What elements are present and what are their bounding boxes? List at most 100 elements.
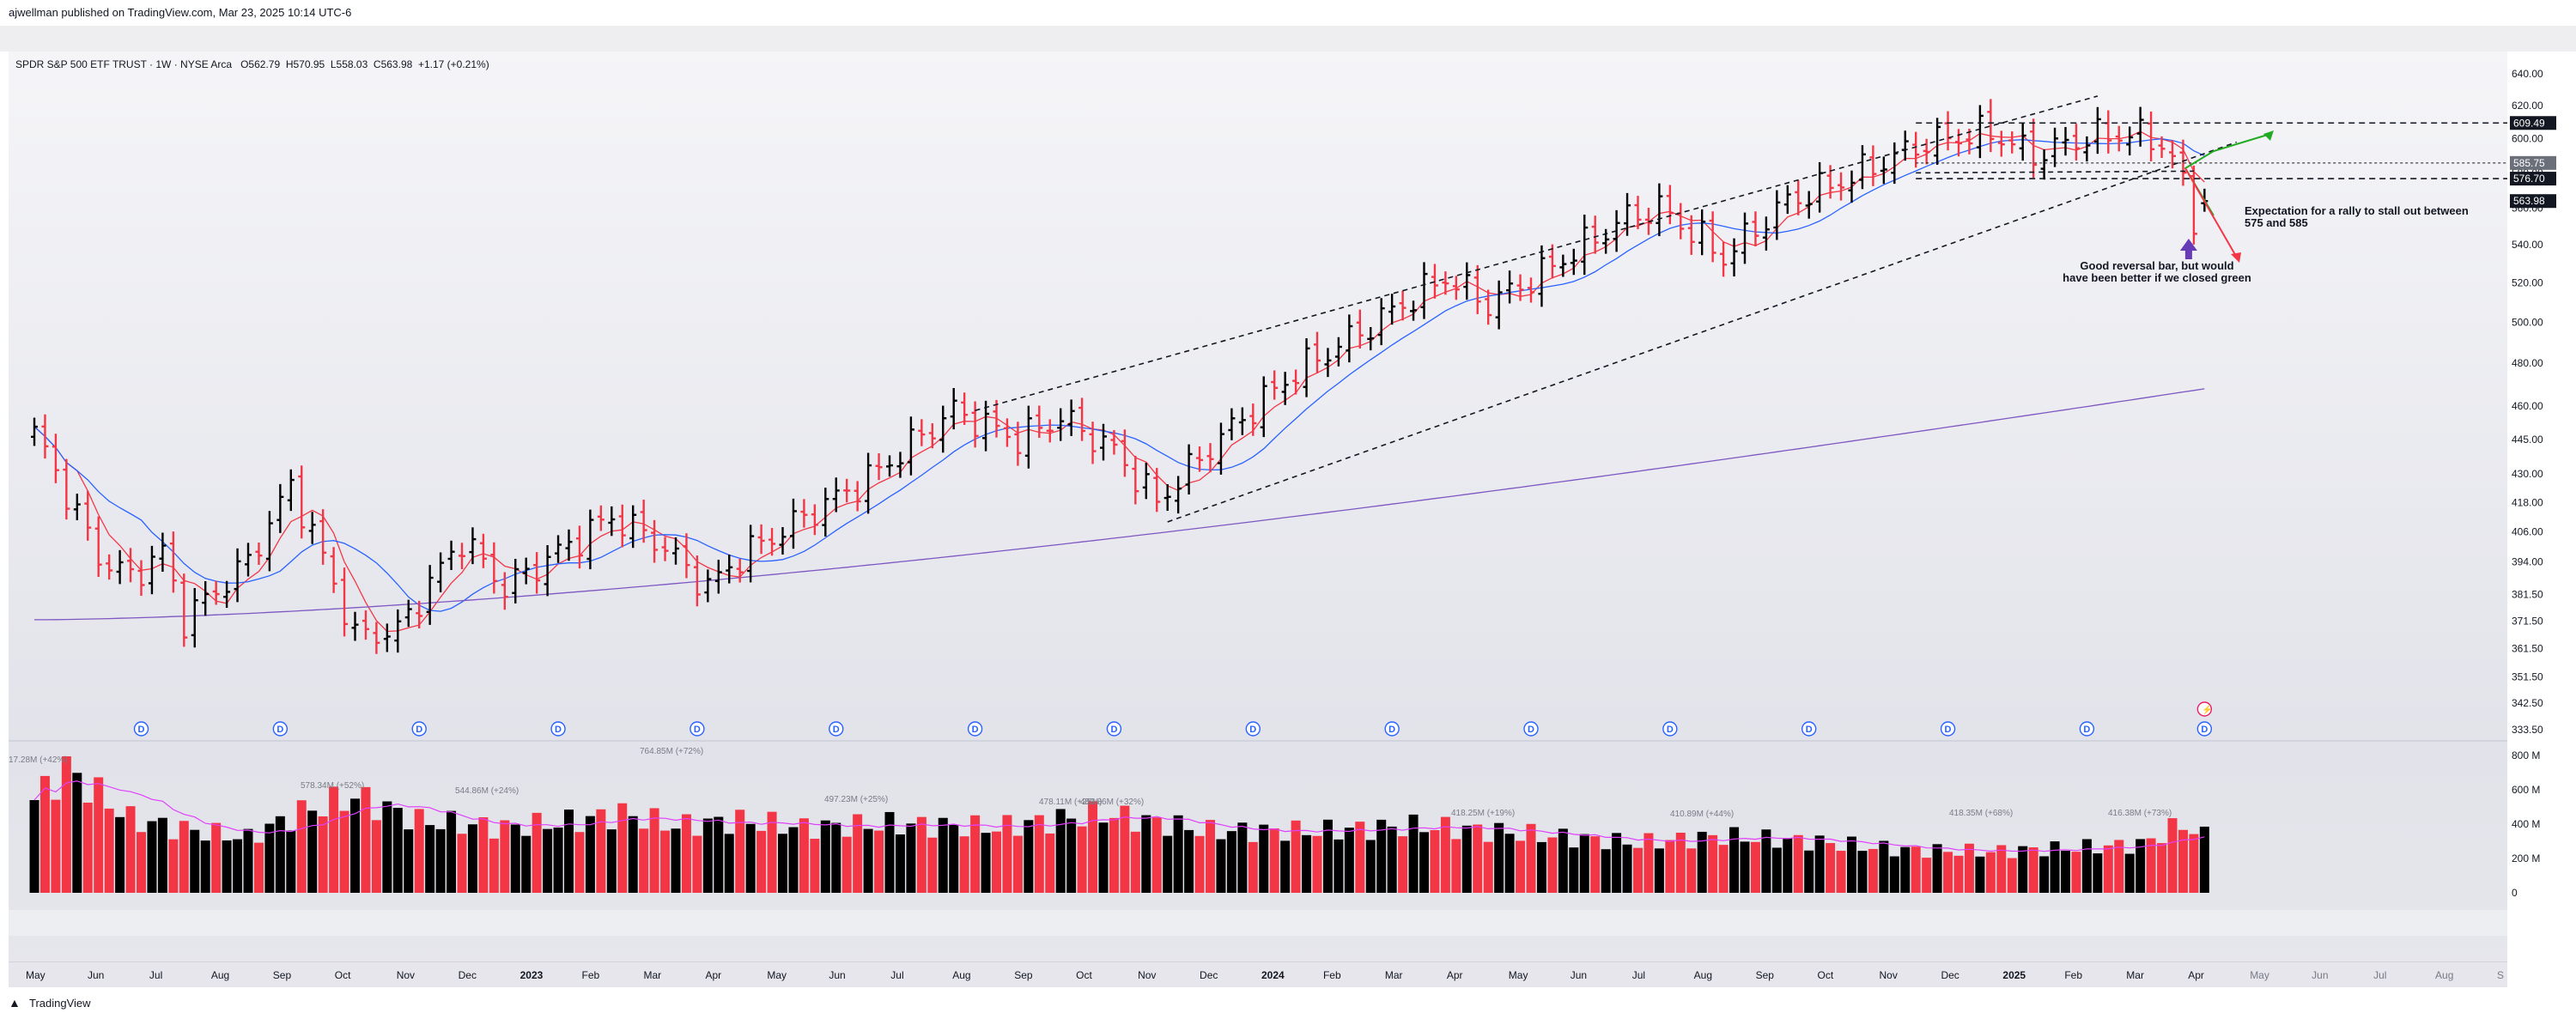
- volume-bar: [414, 809, 424, 893]
- price-badge: [2510, 194, 2556, 209]
- dividend-marker-label: D: [2083, 725, 2090, 735]
- ohlc-bar: [73, 494, 81, 521]
- volume-bar: [1686, 848, 1697, 893]
- ohlc-bar: [693, 555, 701, 607]
- volume-bar: [1066, 818, 1077, 893]
- price-badge: [2510, 155, 2556, 170]
- chart-area[interactable]: [9, 52, 2507, 987]
- time-axis-label: 2023: [520, 969, 544, 981]
- volume-peak-label: 489.86M (+32%): [1080, 798, 1144, 807]
- ohlc-bar: [1783, 185, 1791, 215]
- split-marker-icon: [2196, 701, 2213, 717]
- volume-bar: [286, 830, 296, 893]
- volume-peak-label: 544.86M (+24%): [455, 786, 519, 796]
- ohlc-bar: [1923, 138, 1930, 165]
- volume-peak-label: 410.89M (+44%): [1670, 810, 1734, 819]
- volume-bar: [51, 799, 61, 893]
- split-marker-glyph: ⚡: [2202, 704, 2212, 715]
- price-axis-tick-label: 460.00: [2512, 400, 2543, 412]
- ohlc-bar: [245, 543, 252, 577]
- volume-bar: [1151, 817, 1162, 893]
- volume-bar: [1504, 834, 1515, 893]
- ohlc-bar: [907, 416, 914, 476]
- volume-peak-label: 497.23M (+25%): [824, 795, 888, 804]
- published-line: ajwellman published on TradingView.com, …: [9, 6, 352, 19]
- time-axis-label: Dec: [1941, 969, 1959, 981]
- volume-bar: [981, 833, 991, 893]
- ohlc-bar: [928, 423, 936, 449]
- volume-bar: [1130, 831, 1140, 893]
- ohlc-bar: [1955, 129, 1962, 157]
- ohlc-bar: [1003, 418, 1011, 447]
- volume-bar: [1750, 841, 1760, 893]
- ohlc-bar: [319, 509, 327, 565]
- price-axis-tick-label: 480.00: [2512, 357, 2543, 369]
- ohlc-bar: [1110, 430, 1118, 455]
- volume-bar: [1291, 820, 1301, 893]
- footer-brand: TradingView: [29, 997, 91, 1010]
- volume-bar: [906, 823, 916, 893]
- ohlc-bar: [1334, 337, 1342, 367]
- ohlc-bar: [1142, 463, 1150, 500]
- volume-bar: [2039, 856, 2050, 893]
- ohlc-bar: [1965, 128, 1973, 155]
- price-axis-tick-label: 342.50: [2512, 697, 2543, 709]
- volume-bar: [927, 837, 938, 893]
- volume-bar: [1461, 825, 1472, 893]
- ohlc-bar: [608, 506, 616, 537]
- ohlc-bar: [1816, 161, 1824, 213]
- time-axis-label: Aug: [1694, 969, 1712, 981]
- ohlc-bar: [330, 547, 337, 593]
- ohlc-bar: [361, 610, 369, 640]
- volume-average-line: [33, 780, 2205, 852]
- volume-bar: [157, 817, 167, 893]
- volume-bar: [831, 822, 841, 893]
- volume-bar: [702, 818, 713, 893]
- volume-bar: [1194, 835, 1205, 893]
- ohlc-bar: [1838, 172, 1845, 201]
- volume-bar: [253, 842, 264, 893]
- ohlc-bar: [1078, 397, 1086, 441]
- dividend-marker-icon: [2196, 721, 2213, 737]
- ohlc-bar: [459, 543, 465, 570]
- volume-bar: [799, 818, 809, 893]
- volume-bar: [1900, 846, 1911, 893]
- volume-bar: [1536, 841, 1546, 893]
- ohlc-bar: [1303, 338, 1310, 397]
- ohlc-bar: [394, 609, 402, 653]
- volume-bar: [681, 814, 691, 893]
- volume-bar: [1622, 844, 1632, 893]
- volume-bar: [2114, 840, 2124, 893]
- ohlc-bar: [1196, 446, 1204, 472]
- ohlc-bar: [811, 504, 818, 536]
- volume-bar: [1184, 829, 1194, 893]
- ohlc-bar: [2126, 126, 2134, 156]
- ohlc-bar: [2093, 106, 2101, 155]
- volume-bar: [200, 840, 210, 893]
- volume-bar: [1718, 845, 1728, 893]
- time-axis-label: Mar: [644, 969, 662, 981]
- dividend-marker-icon: [550, 721, 566, 737]
- time-axis-label: Aug: [2435, 969, 2453, 981]
- volume-bar: [1141, 815, 1151, 893]
- volume-bar: [2124, 853, 2135, 893]
- dividend-marker-icon: [1523, 721, 1539, 737]
- ohlc-bar: [1634, 196, 1642, 229]
- expectation-annotation: Expectation for a rally to stall out bet…: [2245, 205, 2502, 229]
- volume-bar: [1868, 848, 1878, 893]
- ohlc-bar: [2072, 124, 2080, 161]
- volume-bar: [810, 839, 820, 893]
- time-axis-label: Feb: [1323, 969, 1341, 981]
- ohlc-bar: [1869, 145, 1877, 186]
- dividend-marker-icon: [690, 721, 705, 737]
- ohlc-bar: [1934, 118, 1941, 165]
- ohlc-bar: [2169, 140, 2176, 169]
- legend-symbol: SPDR S&P 500 ETF TRUST · 1W · NYSE Arca: [15, 58, 233, 70]
- volume-bar: [649, 808, 659, 893]
- ohlc-bar: [1121, 429, 1128, 477]
- volume-bar: [1771, 847, 1782, 893]
- ohlc-bar: [212, 580, 220, 605]
- ohlc-bar: [1452, 276, 1460, 300]
- price-axis-tick-label: 351.50: [2512, 670, 2543, 682]
